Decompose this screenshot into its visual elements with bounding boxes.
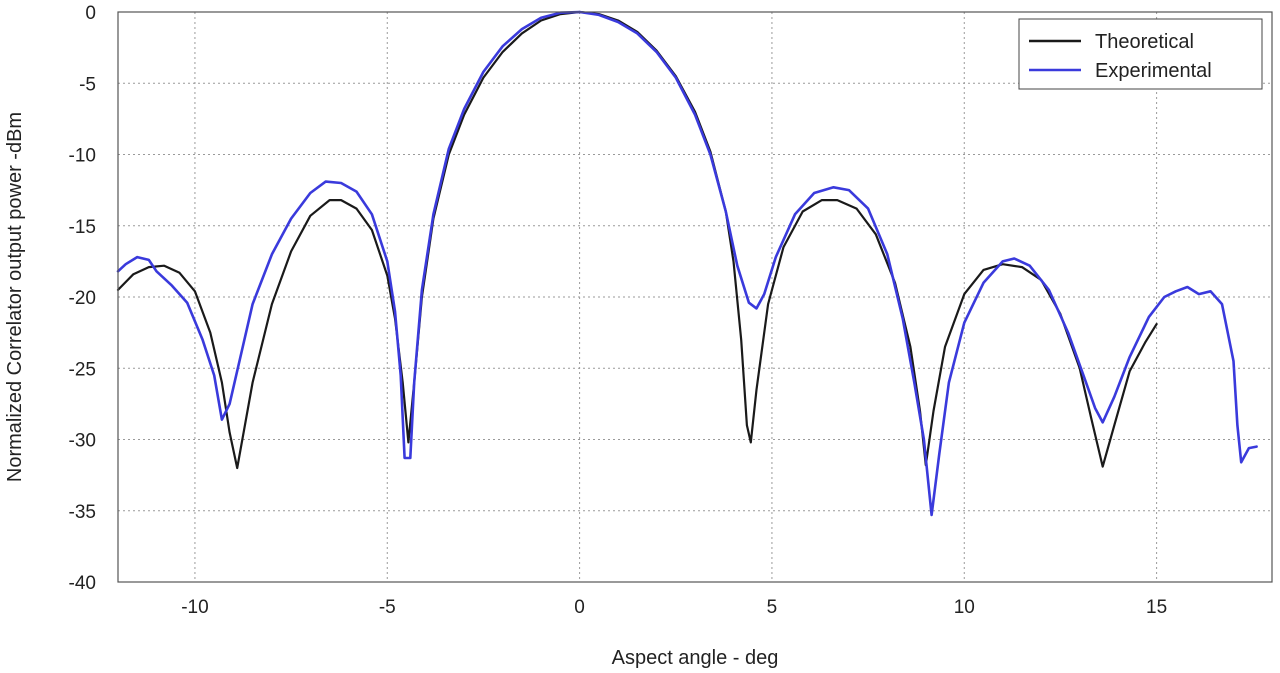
x-tick-label: 0 bbox=[574, 597, 585, 618]
y-tick-label: -10 bbox=[69, 146, 96, 167]
legend-box bbox=[1018, 18, 1263, 90]
series-group bbox=[116, 10, 1258, 517]
legend: Theoretical Experimental bbox=[1018, 18, 1263, 90]
y-axis-label: Normalized Correlator output power -dBm bbox=[4, 112, 26, 482]
x-tick-label: -5 bbox=[379, 597, 396, 618]
y-tick-label: -15 bbox=[69, 217, 96, 238]
legend-label: Theoretical bbox=[1095, 31, 1194, 53]
y-tick-label: -25 bbox=[69, 359, 96, 380]
plot-frame bbox=[117, 11, 1273, 583]
x-tick-label: -10 bbox=[181, 597, 208, 618]
y-tick-label: -5 bbox=[79, 74, 96, 95]
legend-label: Experimental bbox=[1095, 60, 1212, 82]
y-tick-label: -30 bbox=[69, 431, 96, 452]
tick-labels: -10 -5 0 5 10 15 0 -5 -10 -15 -20 -25 -30 -35 -40 bbox=[69, 3, 1168, 618]
x-tick-label: 15 bbox=[1146, 597, 1167, 618]
y-tick-label: -40 bbox=[69, 573, 96, 594]
y-tick-label: 0 bbox=[85, 3, 96, 24]
series-line-experimental bbox=[116, 10, 1258, 517]
x-tick-label: 5 bbox=[767, 597, 778, 618]
x-tick-label: 10 bbox=[954, 597, 975, 618]
y-tick-label: -20 bbox=[69, 288, 96, 309]
x-axis-label: Aspect angle - deg bbox=[612, 647, 779, 669]
y-tick-label: -35 bbox=[69, 502, 96, 523]
